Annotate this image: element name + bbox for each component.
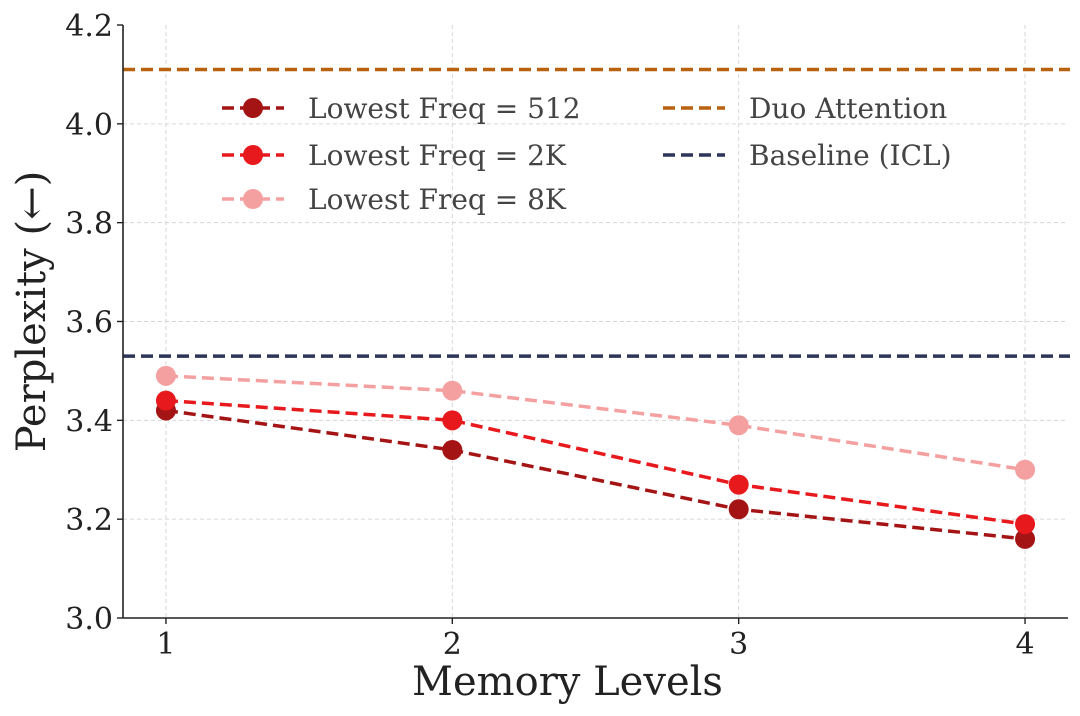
reference-lines	[123, 67, 1070, 358]
y-tick-label: 4.0	[65, 108, 113, 143]
series-lines	[155, 365, 1036, 549]
data-point	[442, 439, 463, 460]
series-line-3	[165, 374, 1026, 472]
legend-label: Baseline (ICL)	[749, 139, 952, 172]
legend-entry: Baseline (ICL)	[663, 139, 952, 172]
data-point	[728, 415, 749, 436]
data-point	[442, 410, 463, 431]
legend-label: Lowest Freq = 8K	[308, 183, 567, 216]
y-tick-label: 3.6	[65, 306, 113, 341]
x-axis-title: Memory Levels	[412, 659, 723, 705]
data-point	[155, 365, 176, 386]
grid	[123, 25, 1068, 618]
data-point	[1015, 459, 1036, 480]
data-point	[442, 380, 463, 401]
y-tick-label: 3.4	[65, 404, 113, 439]
legend-entry: Lowest Freq = 8K	[222, 183, 567, 216]
data-point	[1015, 528, 1036, 549]
x-tick-label: 1	[156, 627, 175, 662]
y-tick-label: 3.0	[65, 602, 113, 637]
legend: Lowest Freq = 512 Lowest Freq = 2K Lowest …	[222, 92, 952, 216]
data-point	[728, 474, 749, 495]
y-tick-label: 3.8	[65, 207, 113, 242]
x-tick-label: 2	[443, 627, 462, 662]
series-line-2	[165, 398, 1026, 526]
legend-swatch-marker	[243, 145, 263, 165]
legend-entry: Duo Attention	[663, 92, 947, 125]
data-point	[155, 390, 176, 411]
legend-label: Lowest Freq = 2K	[308, 139, 567, 172]
legend-label: Lowest Freq = 512	[308, 92, 581, 125]
x-tick-label: 3	[729, 627, 748, 662]
x-tick-label: 4	[1015, 627, 1034, 662]
axes	[117, 24, 1068, 624]
data-point	[728, 499, 749, 520]
data-point	[1015, 514, 1036, 535]
series-line-1	[165, 408, 1026, 541]
y-tick-label: 4.2	[65, 9, 113, 44]
legend-swatch-marker	[243, 98, 263, 118]
legend-swatch-marker	[243, 189, 263, 209]
y-tick-label: 3.2	[65, 503, 113, 538]
legend-entry: Lowest Freq = 2K	[222, 139, 567, 172]
tick-labels: 1 2 3 4 3.0 3.2 3.4 3.6 3.8 4.0 4.2	[65, 9, 1034, 662]
y-axis-title: Perplexity (←)	[9, 171, 55, 452]
legend-entry: Lowest Freq = 512	[222, 92, 581, 125]
legend-label: Duo Attention	[749, 92, 947, 125]
